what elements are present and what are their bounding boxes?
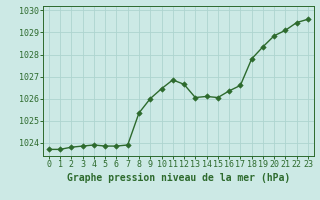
X-axis label: Graphe pression niveau de la mer (hPa): Graphe pression niveau de la mer (hPa) xyxy=(67,173,290,183)
